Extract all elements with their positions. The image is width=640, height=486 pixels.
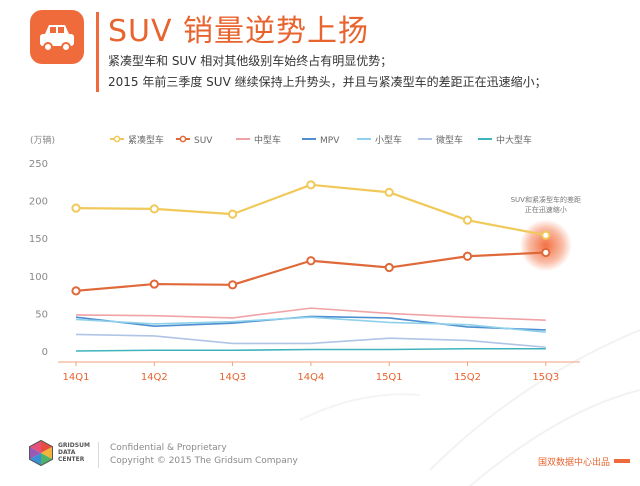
series-line [75, 183, 547, 237]
road-curve-1 [429, 329, 640, 471]
background-road-decoration [299, 329, 640, 486]
series-line [75, 307, 546, 321]
legend-label: 微型车 [436, 134, 463, 146]
road-curve-2 [469, 389, 640, 486]
legend-label: 紧凑型车 [128, 134, 164, 146]
y-tick-label: 250 [29, 159, 48, 170]
data-point [384, 187, 394, 197]
chart-annotation [519, 219, 572, 272]
x-tick-label: 14Q3 [219, 372, 246, 383]
x-tick-label: 14Q4 [297, 372, 324, 383]
data-point [462, 215, 473, 225]
source-accent-bar [614, 459, 630, 463]
data-point [306, 180, 316, 190]
data-point [228, 209, 238, 219]
data-point [149, 204, 159, 214]
data-point [71, 286, 81, 296]
confidential-text: Confidential & Proprietary [110, 443, 227, 453]
brand-name: GRIDSUM DATA CENTER [58, 442, 90, 463]
x-tick-label: 15Q2 [454, 372, 481, 383]
title-divider [96, 12, 99, 92]
x-tick-label: 15Q3 [532, 372, 559, 383]
legend-label: 中大型车 [496, 134, 532, 146]
series-line [75, 316, 546, 333]
data-point [149, 279, 159, 289]
chart-legend: 紧凑型车 SUV 中型车 MPV 小型车 微型车 中大型车 [110, 134, 532, 146]
chart-series [71, 180, 551, 352]
y-axis-unit-label: (万辆) [30, 134, 55, 146]
road-curve-3 [299, 393, 421, 421]
y-tick-label: 200 [29, 197, 48, 208]
x-tick-label: 14Q1 [63, 372, 90, 383]
series-line [75, 333, 546, 349]
annotation-text-line-2: 正在迅速缩小 [525, 205, 567, 214]
legend-swatch-marker [113, 135, 121, 143]
x-tick-label: 15Q1 [376, 372, 403, 383]
y-tick-label: 100 [29, 272, 48, 283]
y-tick-label: 50 [35, 309, 48, 320]
y-tick-label: 0 [42, 347, 48, 358]
car-icon [30, 10, 84, 64]
annotation-text-line-1: SUV和紧凑型车的差距 [511, 195, 581, 204]
chart-axes: (万辆) 0 50 100 150 200 250 14Q1 14Q2 14Q3 14Q4 15Q1 1… [29, 134, 580, 383]
data-point [541, 247, 551, 258]
legend-label: 小型车 [375, 134, 402, 146]
copyright-text: Copyright © 2015 The Gridsum Company [110, 456, 298, 466]
legend-swatch-marker [179, 135, 187, 143]
annotation-highlight-circle [519, 219, 572, 272]
data-point [384, 262, 394, 273]
x-tick-label: 14Q2 [141, 372, 168, 383]
data-point [462, 251, 473, 261]
page-title: SUV 销量逆势上扬 [108, 14, 370, 49]
subtitle-line-2: 2015 年前三季度 SUV 继续保持上升势头，并且与紧凑型车的差距正在迅速缩小… [108, 75, 547, 89]
data-point [228, 280, 238, 290]
data-point [306, 256, 316, 266]
footer-divider [98, 442, 99, 468]
source-label: 国双数据中心出品 [537, 458, 610, 468]
legend-label: 中型车 [254, 134, 281, 146]
legend-label: SUV [194, 136, 213, 146]
y-tick-label: 150 [29, 234, 48, 245]
subtitle-line-1: 紧凑型车和 SUV 相对其他级别车始终占有明显优势； [108, 54, 393, 68]
legend-label: MPV [320, 136, 340, 146]
series-line [75, 347, 546, 352]
data-point [71, 203, 81, 213]
data-point [541, 230, 551, 240]
gridsum-logo-icon [28, 439, 54, 467]
